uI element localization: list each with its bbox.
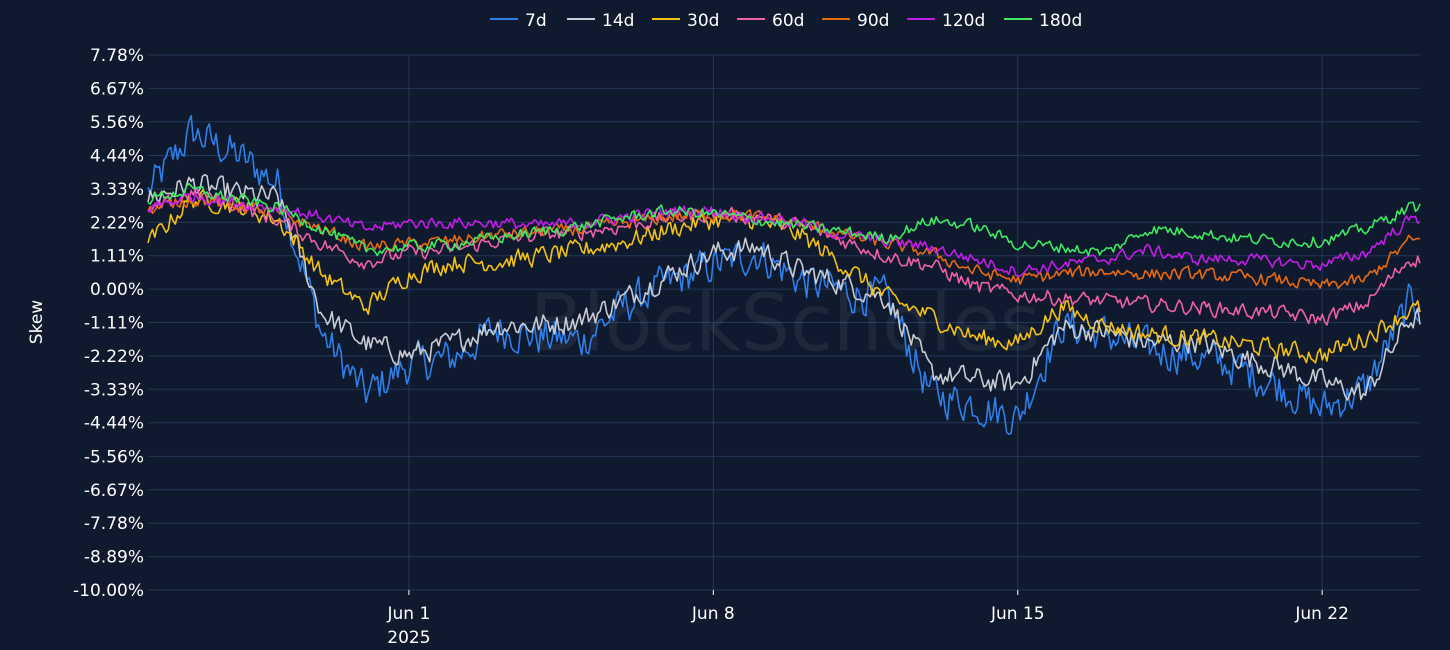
x-tick-label: Jun 8 xyxy=(691,604,735,624)
legend-label-30d: 30d xyxy=(687,11,719,31)
series-line-180d xyxy=(147,182,1421,257)
y-tick-label: -8.89% xyxy=(84,548,144,568)
legend-label-7d: 7d xyxy=(525,11,547,31)
x-tick-label: Jun 1 xyxy=(387,604,431,624)
series-lines xyxy=(147,114,1421,436)
x-axis-ticks: Jun 1 2025 Jun 8 Jun 15 Jun 22 xyxy=(387,590,1349,648)
watermark: BlockScholes xyxy=(530,279,1041,369)
y-tick-label: 4.44% xyxy=(90,147,144,167)
y-tick-label: -10.00% xyxy=(73,581,144,601)
legend-label-90d: 90d xyxy=(857,11,889,31)
y-tick-label: -3.33% xyxy=(84,380,144,400)
y-tick-label: -1.11% xyxy=(84,314,144,334)
series-line-120d xyxy=(147,192,1421,277)
y-tick-label: -7.78% xyxy=(84,514,144,534)
y-axis-label: Skew xyxy=(27,300,47,344)
legend-label-180d: 180d xyxy=(1039,11,1082,31)
x-tick-label: Jun 15 xyxy=(990,604,1045,624)
series-line-30d xyxy=(147,189,1421,364)
legend-label-14d: 14d xyxy=(602,11,634,31)
legend-label-60d: 60d xyxy=(772,11,804,31)
y-tick-label: -5.56% xyxy=(84,447,144,467)
x-tick-label: Jun 22 xyxy=(1294,604,1349,624)
y-tick-label: 2.22% xyxy=(90,213,144,233)
y-tick-label: 3.33% xyxy=(90,180,144,200)
y-tick-label: 1.11% xyxy=(90,247,144,267)
legend-label-120d: 120d xyxy=(942,11,985,31)
y-tick-label: 7.78% xyxy=(90,46,144,66)
y-tick-label: 5.56% xyxy=(90,113,144,133)
series-line-60d xyxy=(147,187,1421,326)
y-axis-ticks: 7.78% 6.67% 5.56% 4.44% 3.33% 2.22% 1.11% 0.00%… xyxy=(73,46,144,601)
y-tick-label: 0.00% xyxy=(90,280,144,300)
y-tick-label: -6.67% xyxy=(84,481,144,501)
x-tick-sublabel: 2025 xyxy=(387,628,430,648)
series-line-14d xyxy=(147,173,1421,401)
y-tick-label: -2.22% xyxy=(84,347,144,367)
grid-lines xyxy=(148,54,1420,591)
y-tick-label: -4.44% xyxy=(84,414,144,434)
legend: 7d 14d 30d 60d 90d 120d 180d xyxy=(490,11,1082,31)
y-tick-label: 6.67% xyxy=(90,79,144,99)
